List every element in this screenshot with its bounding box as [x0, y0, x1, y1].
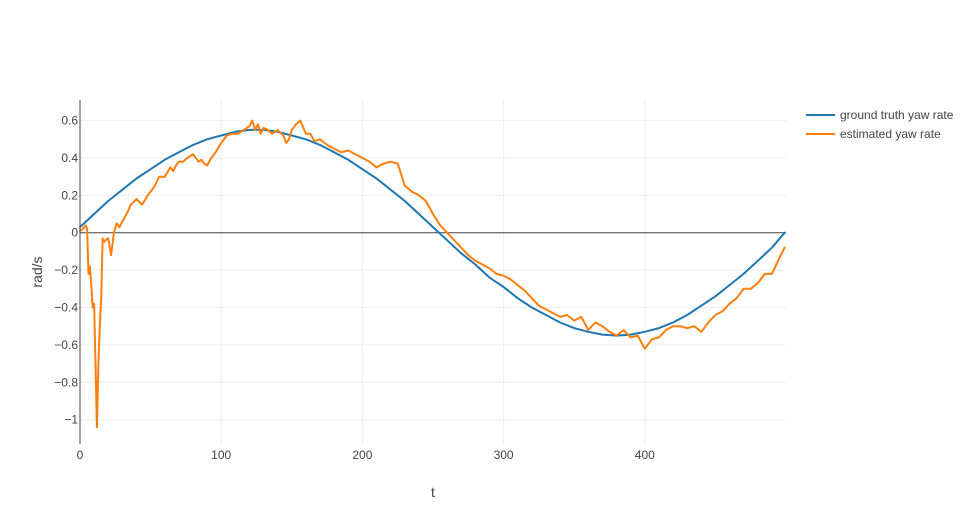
x-axis-title: t — [431, 484, 435, 500]
series-line-1 — [79, 128, 786, 337]
y-tick-label: 0 — [71, 226, 78, 240]
series-line-2 — [79, 119, 786, 429]
y-tick-label: −0.6 — [54, 338, 78, 352]
x-tick-label: 300 — [494, 448, 514, 462]
y-tick-label: 0.6 — [61, 114, 78, 128]
legend-label-1: ground truth yaw rate — [840, 108, 954, 122]
tick-labels: 0 100 200 300 400 0.6 0.4 0.2 0 −0.2 −0.4 −0.6 −0.8 −… — [54, 114, 655, 462]
series-lines — [79, 119, 786, 429]
y-tick-label: 0.4 — [61, 151, 78, 165]
grid-lines — [80, 100, 786, 444]
y-tick-label: −1 — [64, 413, 78, 427]
y-tick-label: −0.8 — [54, 375, 78, 389]
legend: ground truth yaw rate estimated yaw rate — [806, 108, 954, 141]
y-axis-title: rad/s — [29, 256, 45, 287]
x-tick-label: 200 — [352, 448, 372, 462]
x-tick-label: 100 — [211, 448, 231, 462]
x-tick-label: 400 — [635, 448, 655, 462]
y-tick-label: −0.4 — [54, 301, 78, 315]
x-tick-label: 0 — [77, 448, 84, 462]
y-tick-label: −0.2 — [54, 263, 78, 277]
y-tick-label: 0.2 — [61, 188, 78, 202]
legend-label-2: estimated yaw rate — [840, 127, 941, 141]
